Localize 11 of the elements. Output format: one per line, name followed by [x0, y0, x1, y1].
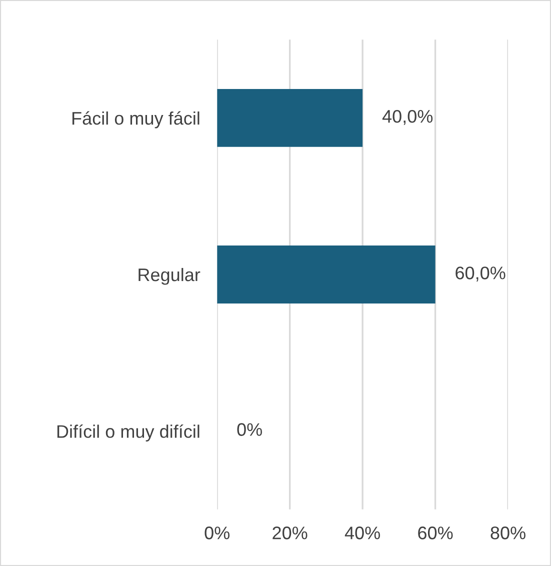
x-tick-label: 0% [204, 526, 230, 540]
x-tick-label: 40% [344, 526, 380, 540]
y-tick-label: Regular [138, 268, 200, 285]
x-tick-label: 80% [490, 526, 526, 540]
y-tick-label: Difícil o muy difícil [57, 424, 200, 442]
x-tick-label: 60% [418, 526, 453, 540]
y-tick-label: Fácil o muy fácil [72, 111, 200, 128]
x-tick-label: 20% [272, 526, 308, 540]
data-label: 60,0% [456, 266, 506, 282]
data-label: 0% [237, 423, 262, 436]
data-label: 40,0% [382, 110, 433, 125]
